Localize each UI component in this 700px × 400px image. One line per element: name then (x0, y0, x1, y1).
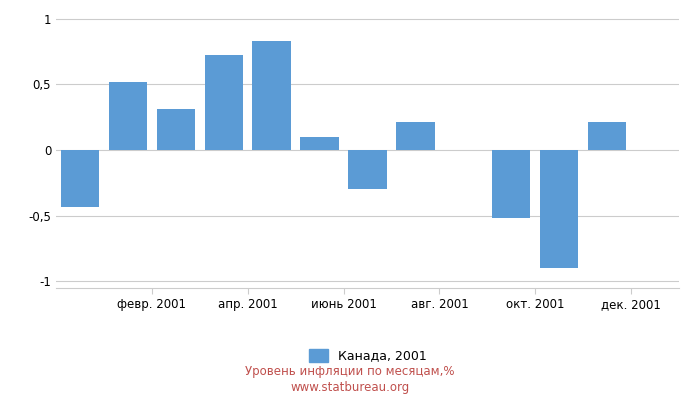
Bar (108, 82, 147, 150)
Bar (349, 150, 386, 190)
Bar (204, 55, 243, 150)
Bar (588, 122, 626, 150)
Bar (540, 150, 578, 268)
Text: Уровень инфляции по месяцам,%: Уровень инфляции по месяцам,% (245, 366, 455, 378)
Bar (157, 109, 195, 150)
Bar (492, 150, 531, 218)
Bar (61, 150, 99, 206)
Bar (300, 137, 339, 150)
Legend: Канада, 2001: Канада, 2001 (304, 344, 431, 368)
Bar (396, 122, 435, 150)
Bar (253, 41, 290, 150)
Text: www.statbureau.org: www.statbureau.org (290, 382, 410, 394)
